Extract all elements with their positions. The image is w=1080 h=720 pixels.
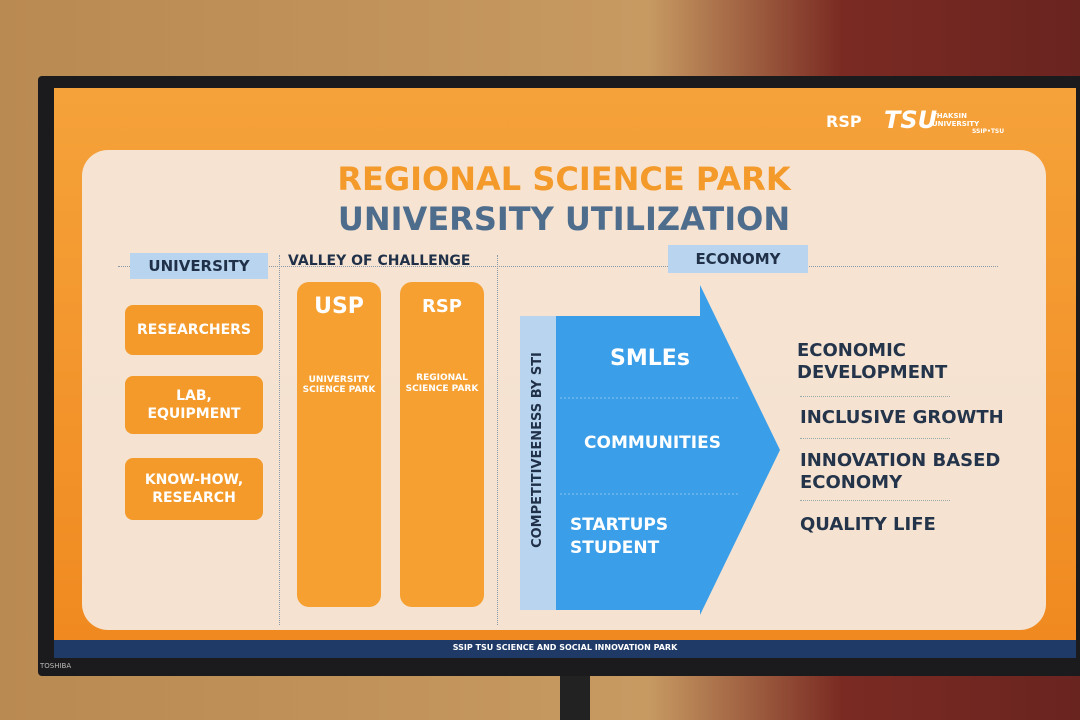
arrow-item: SMLEs xyxy=(610,346,690,371)
footer-bar xyxy=(54,640,1076,658)
outcome: INNOVATION BASED ECONOMY xyxy=(800,450,1001,493)
logo-ssip: SSIP•TSU xyxy=(972,128,1005,135)
logo-tsu: TSU xyxy=(884,106,938,134)
side-column xyxy=(520,316,556,610)
divider xyxy=(279,255,280,625)
pillar: USP UNIVERSITY SCIENCE PARK xyxy=(297,282,381,607)
outcome-separator xyxy=(800,438,950,439)
university-heading: UNIVERSITY xyxy=(130,253,268,279)
arrow-item: COMMUNITIES xyxy=(584,433,721,453)
footer: SSIP TSU SCIENCE AND SOCIAL INNOVATION P… xyxy=(452,643,678,652)
valley-heading: VALLEY OF CHALLENGE xyxy=(288,253,471,269)
pillar-subtitle: UNIVERSITY SCIENCE PARK xyxy=(302,375,376,395)
title-line2: UNIVERSITY UTILIZATION xyxy=(337,200,791,238)
university-item: KNOW-HOW, RESEARCH xyxy=(125,458,263,520)
divider xyxy=(497,255,498,625)
outcome-separator xyxy=(800,396,950,397)
tv-stand xyxy=(560,676,590,720)
outcome: ECONOMIC DEVELOPMENT xyxy=(797,340,948,383)
outcome-separator xyxy=(800,500,950,501)
pillar-title: USP xyxy=(314,294,364,319)
arrow-shape xyxy=(556,285,780,615)
outcome: QUALITY LIFE xyxy=(800,514,936,535)
university-item: LAB, EQUIPMENT xyxy=(125,376,263,434)
brand: TOSHIBA xyxy=(40,662,72,670)
side-label: COMPETITIVEENESS BY STI xyxy=(530,352,545,548)
title-line1: REGIONAL SCIENCE PARK xyxy=(337,160,791,198)
pillar: RSP REGIONAL SCIENCE PARK xyxy=(400,282,484,607)
economy-heading: ECONOMY xyxy=(668,245,808,273)
divider xyxy=(118,266,998,267)
logo-rsp: RSP xyxy=(826,112,862,131)
outcome: INCLUSIVE GROWTH xyxy=(800,407,1004,428)
arrow-item: STARTUPS STUDENT xyxy=(570,515,669,558)
university-item: RESEARCHERS xyxy=(125,305,263,355)
logo-thaksin: THAKSIN UNIVERSITY xyxy=(932,112,980,128)
pillar-subtitle: REGIONAL SCIENCE PARK xyxy=(405,373,479,394)
pillar-title: RSP xyxy=(421,296,463,317)
